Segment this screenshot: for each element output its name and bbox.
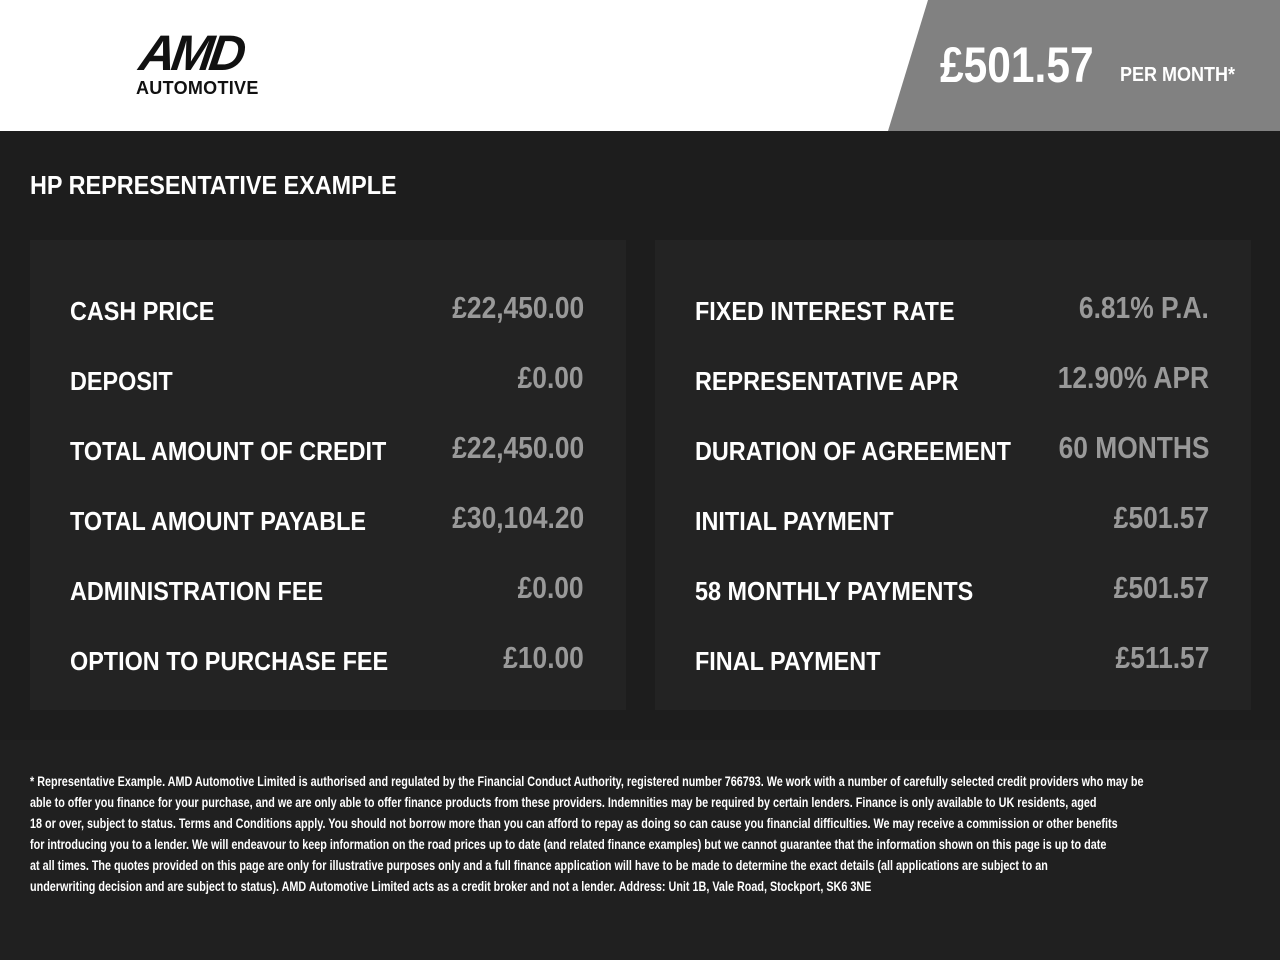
finance-label: DEPOSIT <box>70 366 173 396</box>
disclaimer-line: able to offer you finance for your purch… <box>30 795 1097 810</box>
finance-panel-right: FIXED INTEREST RATE 6.81% P.A. REPRESENTAT… <box>655 240 1251 710</box>
finance-value: £30,104.20 <box>452 500 584 535</box>
footer: * Representative Example. AMD Automotive… <box>0 740 1280 960</box>
logo-text-amd: AMD <box>136 25 246 81</box>
finance-value: £511.57 <box>1115 640 1209 675</box>
disclaimer-line: * Representative Example. AMD Automotive… <box>30 774 1144 789</box>
finance-value: £10.00 <box>503 640 584 675</box>
amd-automotive-logo: AMD AUTOMOTIVE <box>136 25 286 100</box>
monthly-price: £501.57 <box>940 37 1094 93</box>
finance-row: OPTION TO PURCHASE FEE £10.00 <box>70 640 584 680</box>
finance-label: TOTAL AMOUNT OF CREDIT <box>70 436 387 466</box>
finance-label: ADMINISTRATION FEE <box>70 576 324 606</box>
finance-label: TOTAL AMOUNT PAYABLE <box>70 506 367 536</box>
finance-row: REPRESENTATIVE APR 12.90% APR <box>695 360 1209 400</box>
finance-value: £501.57 <box>1113 500 1209 535</box>
finance-row: TOTAL AMOUNT OF CREDIT £22,450.00 <box>70 430 584 470</box>
finance-value: £22,450.00 <box>452 290 584 325</box>
finance-value: £0.00 <box>518 570 584 605</box>
finance-label: DURATION OF AGREEMENT <box>695 436 1011 466</box>
finance-value: £501.57 <box>1113 570 1209 605</box>
monthly-price-box: £501.57 PER MONTH* <box>888 0 1280 131</box>
finance-row: INITIAL PAYMENT £501.57 <box>695 500 1209 540</box>
finance-label: FINAL PAYMENT <box>695 646 881 676</box>
disclaimer: * Representative Example. AMD Automotive… <box>30 771 1280 897</box>
finance-row: 58 MONTHLY PAYMENTS £501.57 <box>695 570 1209 610</box>
finance-label: OPTION TO PURCHASE FEE <box>70 646 389 676</box>
finance-row: FINAL PAYMENT £511.57 <box>695 640 1209 680</box>
disclaimer-line: underwriting decision and are subject to… <box>30 879 872 894</box>
logo-text-automotive: AUTOMOTIVE <box>136 78 259 98</box>
finance-row: TOTAL AMOUNT PAYABLE £30,104.20 <box>70 500 584 540</box>
finance-label: CASH PRICE <box>70 296 215 326</box>
finance-value: 6.81% P.A. <box>1079 290 1209 325</box>
page-title: HP REPRESENTATIVE EXAMPLE <box>30 170 397 200</box>
disclaimer-line: 18 or over, subject to status. Terms and… <box>30 816 1118 831</box>
finance-row: ADMINISTRATION FEE £0.00 <box>70 570 584 610</box>
finance-value: £0.00 <box>518 360 584 395</box>
finance-value: 60 MONTHS <box>1058 430 1209 465</box>
per-month-label: PER MONTH* <box>1120 64 1236 86</box>
disclaimer-line: at all times. The quotes provided on thi… <box>30 858 1048 873</box>
finance-label: INITIAL PAYMENT <box>695 506 894 536</box>
finance-label: 58 MONTHLY PAYMENTS <box>695 576 974 606</box>
finance-value: 12.90% APR <box>1057 360 1209 395</box>
header: AMD AUTOMOTIVE £501.57 PER MONTH* <box>0 0 1280 131</box>
finance-label: REPRESENTATIVE APR <box>695 366 959 396</box>
finance-panel-left: CASH PRICE £22,450.00 DEPOSIT £0.00 TOTAL AM… <box>30 240 626 710</box>
finance-row: FIXED INTEREST RATE 6.81% P.A. <box>695 290 1209 330</box>
finance-row: DEPOSIT £0.00 <box>70 360 584 400</box>
disclaimer-line: for introducing you to a lender. We will… <box>30 837 1107 852</box>
finance-label: FIXED INTEREST RATE <box>695 296 955 326</box>
finance-row: DURATION OF AGREEMENT 60 MONTHS <box>695 430 1209 470</box>
finance-row: CASH PRICE £22,450.00 <box>70 290 584 330</box>
finance-value: £22,450.00 <box>452 430 584 465</box>
